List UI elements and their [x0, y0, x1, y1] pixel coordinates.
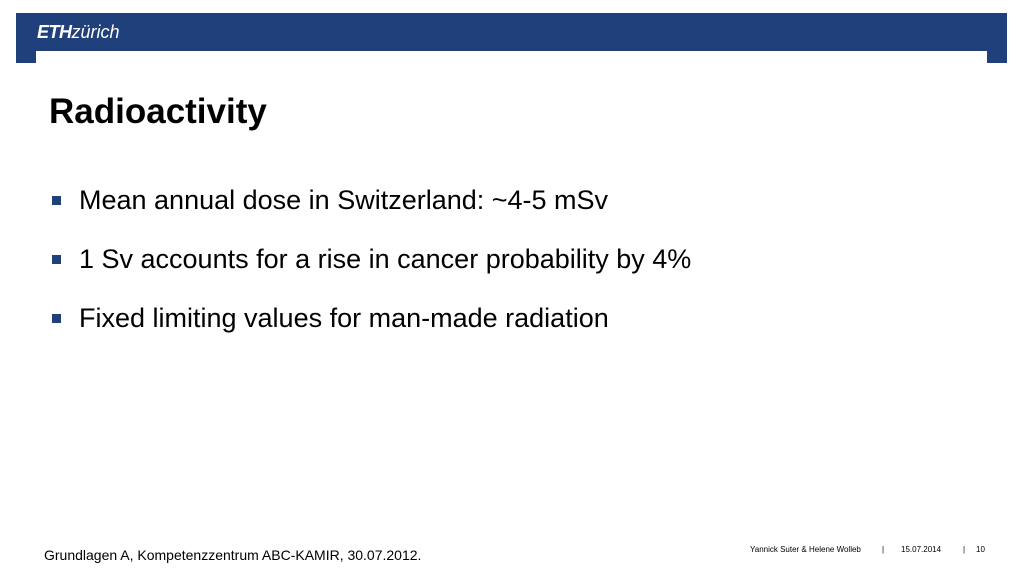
bullet-text: Fixed limiting values for man-made radia… — [79, 303, 609, 333]
bullet-text: 1 Sv accounts for a rise in cancer proba… — [79, 244, 692, 274]
logo-light-text: zürich — [71, 22, 120, 42]
bullet-item: 1 Sv accounts for a rise in cancer proba… — [52, 239, 691, 298]
header-tab-right — [987, 51, 1007, 63]
bullet-item: Fixed limiting values for man-made radia… — [52, 298, 691, 357]
eth-zurich-logo: ETHzürich — [37, 20, 120, 44]
bullet-text: Mean annual dose in Switzerland: ~4-5 mS… — [79, 185, 609, 215]
logo-bold-text: ETH — [37, 22, 72, 42]
square-bullet-icon — [52, 314, 61, 323]
header-bar — [16, 13, 1007, 51]
footer-separator: | — [963, 545, 966, 554]
footer-authors: Yannick Suter & Helene Wolleb — [750, 545, 861, 554]
bullet-list: Mean annual dose in Switzerland: ~4-5 mS… — [52, 180, 691, 357]
source-note: Grundlagen A, Kompetenzzentrum ABC-KAMIR… — [44, 547, 422, 563]
footer-separator: | — [882, 545, 885, 554]
square-bullet-icon — [52, 255, 61, 264]
footer-date: 15.07.2014 — [901, 545, 942, 554]
bullet-item: Mean annual dose in Switzerland: ~4-5 mS… — [52, 180, 691, 239]
slide-title: Radioactivity — [49, 92, 267, 131]
square-bullet-icon — [52, 196, 61, 205]
header-tab-left — [16, 51, 36, 63]
footer-page-number: 10 — [976, 545, 985, 554]
